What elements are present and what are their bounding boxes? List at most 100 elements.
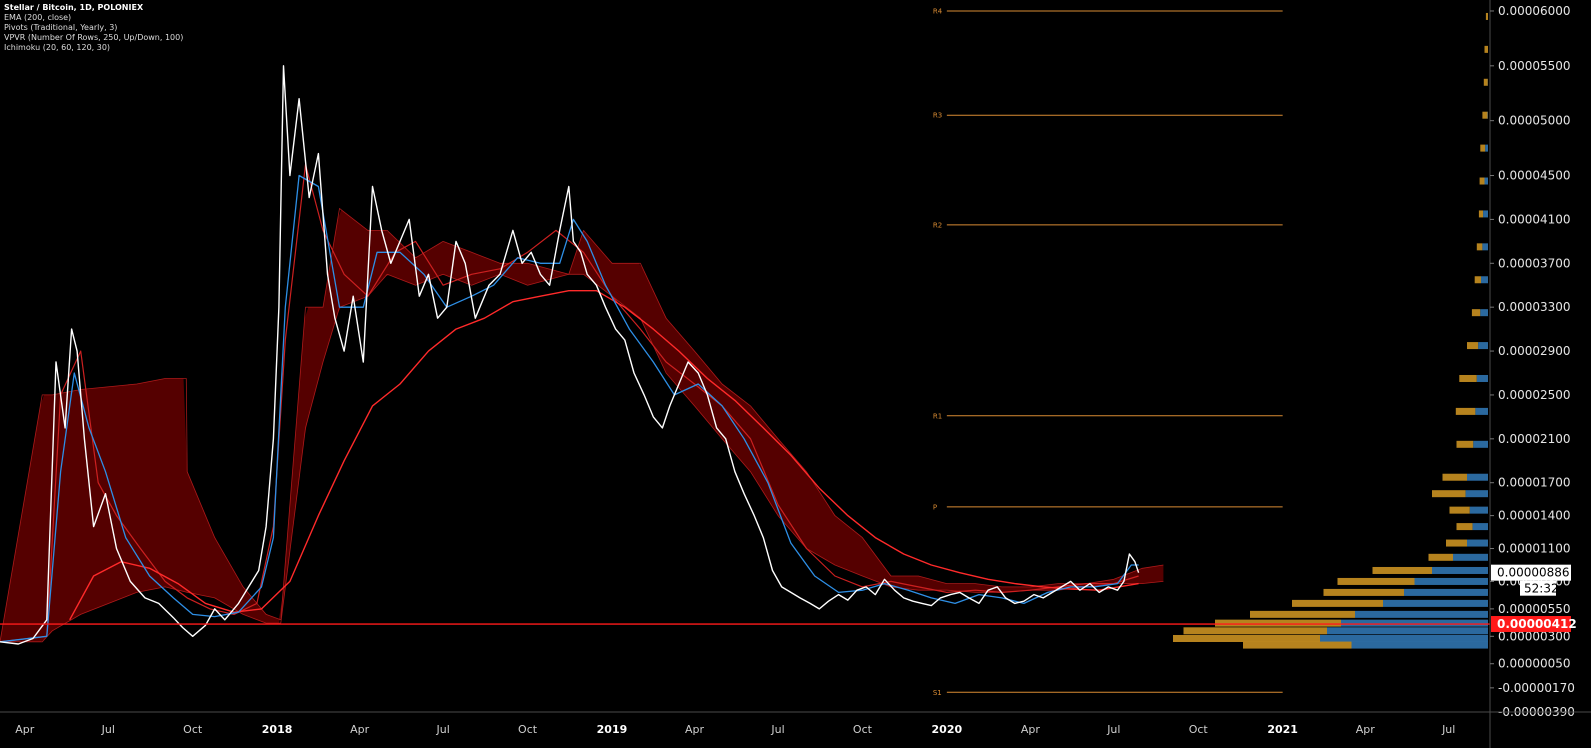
vpvr-up-bar-13 [1473, 440, 1488, 448]
hline-badge [1491, 616, 1571, 633]
indicator-vpvr-label[interactable]: VPVR (Number Of Rows, 250, Up/Down, 100) [4, 33, 184, 42]
indicator-pivots-label[interactable]: Pivots (Traditional, Yearly, 3) [4, 23, 118, 32]
time-tick-label-1: Jul [101, 723, 115, 736]
vpvr-up-bar-8 [1481, 276, 1488, 284]
indicator-lines [0, 65, 1164, 645]
price-tick-label-7: 0.00002900 [1498, 344, 1571, 358]
vpvr-up-bar-18 [1467, 539, 1488, 547]
vpvr-up-bar-24 [1355, 610, 1488, 618]
time-tick-label-14: Oct [1189, 723, 1209, 736]
time-tick-label-7: 2019 [597, 723, 628, 736]
pivot-label-r4: R4 [933, 7, 943, 15]
vpvr-up-bar-7 [1482, 243, 1488, 251]
series-line-ema [69, 290, 1139, 621]
series-line-price [0, 65, 1140, 645]
vpvr-down-bar-8 [1474, 276, 1481, 284]
price-tick-label-9: 0.00002100 [1498, 432, 1571, 446]
time-tick-label-12: Apr [1021, 723, 1041, 736]
price-tick-label-17: -0.00000170 [1498, 681, 1575, 695]
vpvr-down-bar-18 [1446, 539, 1467, 547]
vpvr-down-bar-22 [1323, 588, 1404, 596]
price-tick-label-1: 0.00005500 [1498, 59, 1571, 73]
vpvr-up-bar-21 [1414, 577, 1488, 585]
vpvr-down-bar-27 [1173, 634, 1320, 642]
vpvr-down-bar-10 [1467, 342, 1479, 350]
time-tick-label-10: Oct [853, 723, 873, 736]
series-line-cloud-bottom [0, 273, 1164, 643]
vpvr-up-bar-4 [1485, 144, 1488, 152]
volume-profile [1173, 12, 1488, 649]
vpvr-up-bar-19 [1453, 553, 1488, 561]
vpvr-down-bar-26 [1183, 627, 1327, 635]
time-tick-label-13: Jul [1106, 723, 1120, 736]
time-tick-label-15: 2021 [1267, 723, 1298, 736]
vpvr-up-bar-6 [1483, 210, 1488, 218]
pivot-label-p: P [933, 503, 937, 511]
price-tick-label-4: 0.00004100 [1498, 212, 1571, 226]
time-tick-label-9: Jul [770, 723, 784, 736]
pivot-lines: R4 R3 R2 R1 P S1 [933, 7, 1283, 697]
time-axis[interactable]: Apr Jul Oct 2018 Apr Jul Oct 2019 Apr Jul Oct 2020 A… [0, 711, 1591, 736]
vpvr-down-bar-17 [1456, 523, 1473, 531]
vpvr-down-bar-28 [1243, 641, 1352, 649]
indicator-ichimoku-label[interactable]: Ichimoku (20, 60, 120, 30) [4, 43, 111, 52]
vpvr-down-bar-0 [1485, 12, 1488, 20]
time-tick-label-8: Apr [685, 723, 705, 736]
vpvr-up-bar-12 [1475, 407, 1488, 415]
vpvr-up-bar-16 [1469, 506, 1488, 514]
price-tick-label-5: 0.00003700 [1498, 256, 1571, 270]
vpvr-down-bar-5 [1479, 177, 1485, 185]
vpvr-down-bar-25 [1215, 619, 1341, 627]
vpvr-up-bar-25 [1341, 619, 1488, 627]
price-tick-label-3: 0.00004500 [1498, 169, 1571, 183]
vpvr-down-bar-19 [1428, 553, 1453, 561]
vpvr-up-bar-28 [1351, 641, 1488, 649]
vpvr-up-bar-9 [1480, 309, 1488, 317]
price-tick-label-15: 0.00000300 [1498, 629, 1571, 643]
vpvr-down-bar-11 [1459, 374, 1477, 382]
vpvr-down-bar-2 [1483, 78, 1488, 86]
vpvr-up-bar-26 [1327, 627, 1488, 635]
time-tick-label-0: Apr [15, 723, 35, 736]
price-tick-label-6: 0.00003300 [1498, 300, 1571, 314]
pivot-label-r3: R3 [933, 112, 942, 120]
time-tick-label-6: Oct [518, 723, 538, 736]
pivot-label-r2: R2 [933, 221, 942, 229]
time-tick-label-5: Jul [436, 723, 450, 736]
vpvr-down-bar-23 [1292, 599, 1383, 607]
vpvr-down-bar-7 [1476, 243, 1483, 251]
series-line-conversion [0, 174, 1139, 643]
vpvr-up-bar-20 [1432, 566, 1488, 574]
vpvr-up-bar-22 [1404, 588, 1488, 596]
last-price-label: 0.00000886 [1497, 566, 1570, 580]
time-tick-label-17: Jul [1441, 723, 1455, 736]
vpvr-down-bar-1 [1484, 45, 1488, 53]
vpvr-down-bar-21 [1337, 577, 1415, 585]
vpvr-down-bar-16 [1449, 506, 1470, 514]
ichimoku-cloud [0, 209, 1164, 642]
vpvr-down-bar-15 [1432, 490, 1466, 498]
countdown-badge [1520, 580, 1556, 596]
pivot-label-r1: R1 [933, 412, 942, 420]
indicator-ema-label[interactable]: EMA (200, close) [4, 13, 72, 22]
vpvr-down-bar-6 [1478, 210, 1484, 218]
symbol-title[interactable]: Stellar / Bitcoin, 1D, POLONIEX [4, 3, 144, 12]
price-tick-label-10: 0.00001700 [1498, 476, 1571, 490]
chart-legend: Stellar / Bitcoin, 1D, POLONIEX EMA (200… [4, 3, 183, 53]
vpvr-down-bar-24 [1250, 610, 1355, 618]
hline-value-label: 0.00000412 [1497, 617, 1577, 631]
cloud-segment-0 [0, 209, 1164, 642]
vpvr-up-bar-11 [1476, 374, 1488, 382]
price-tick-label-11: 0.00001400 [1498, 509, 1571, 523]
vpvr-up-bar-10 [1478, 342, 1488, 350]
time-tick-label-2: Oct [183, 723, 203, 736]
time-tick-label-11: 2020 [932, 723, 963, 736]
pivot-label-s1: S1 [933, 689, 942, 697]
vpvr-down-bar-3 [1482, 111, 1488, 119]
series-line-base [0, 164, 1139, 643]
vpvr-down-bar-12 [1455, 407, 1476, 415]
vpvr-down-bar-14 [1442, 473, 1467, 481]
last-price-badge [1491, 564, 1571, 581]
price-tick-label-2: 0.00005000 [1498, 114, 1571, 128]
